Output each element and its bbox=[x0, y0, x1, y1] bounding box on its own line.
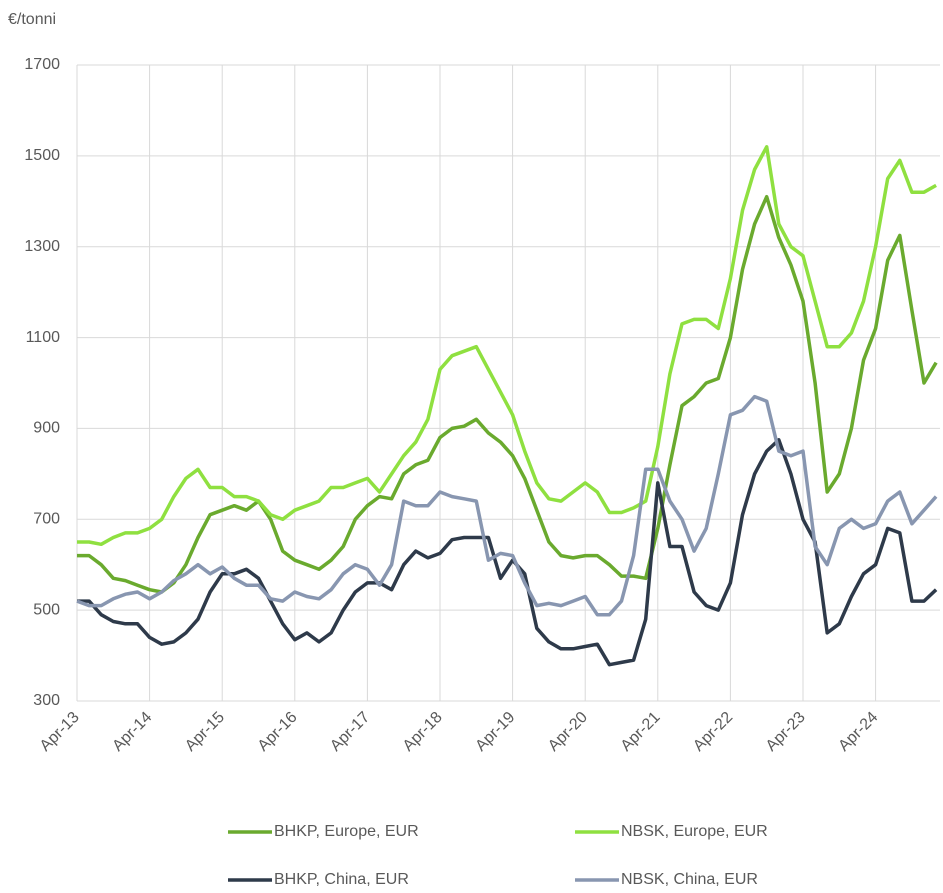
series-line bbox=[77, 194, 938, 594]
x-tick-label: Apr-19 bbox=[472, 709, 518, 755]
series-line bbox=[76, 394, 938, 617]
series-line bbox=[77, 145, 937, 547]
x-tick-label: Apr-22 bbox=[690, 709, 736, 755]
legend-label: BHKP, China, EUR bbox=[274, 871, 409, 888]
x-tick-label: Apr-20 bbox=[545, 709, 591, 755]
x-tick-label: Apr-14 bbox=[109, 709, 155, 755]
y-tick-label: 700 bbox=[33, 511, 60, 528]
legend-label: BHKP, Europe, EUR bbox=[274, 823, 419, 840]
y-tick-label: 500 bbox=[33, 601, 60, 618]
x-tick-label: Apr-21 bbox=[618, 709, 664, 755]
y-tick-label: 1500 bbox=[24, 147, 60, 164]
x-tick-label: Apr-13 bbox=[37, 709, 83, 755]
x-tick-label: Apr-16 bbox=[255, 709, 301, 755]
x-tick-label: Apr-17 bbox=[327, 709, 373, 755]
series-line bbox=[77, 438, 938, 667]
x-tick-label: Apr-23 bbox=[763, 709, 809, 755]
x-tick-label: Apr-15 bbox=[182, 709, 228, 755]
legend-label: NBSK, Europe, EUR bbox=[621, 823, 768, 840]
y-tick-label: 900 bbox=[33, 420, 60, 437]
y-tick-label: 300 bbox=[33, 692, 60, 709]
y-tick-label: 1100 bbox=[26, 329, 61, 346]
y-tick-label: 1700 bbox=[24, 56, 60, 73]
y-tick-label: 1300 bbox=[24, 238, 60, 255]
x-tick-label: Apr-18 bbox=[400, 709, 446, 755]
y-axis-label: €/tonni bbox=[8, 11, 56, 28]
legend-label: NBSK, China, EUR bbox=[621, 871, 758, 888]
x-tick-label: Apr-24 bbox=[835, 709, 881, 755]
